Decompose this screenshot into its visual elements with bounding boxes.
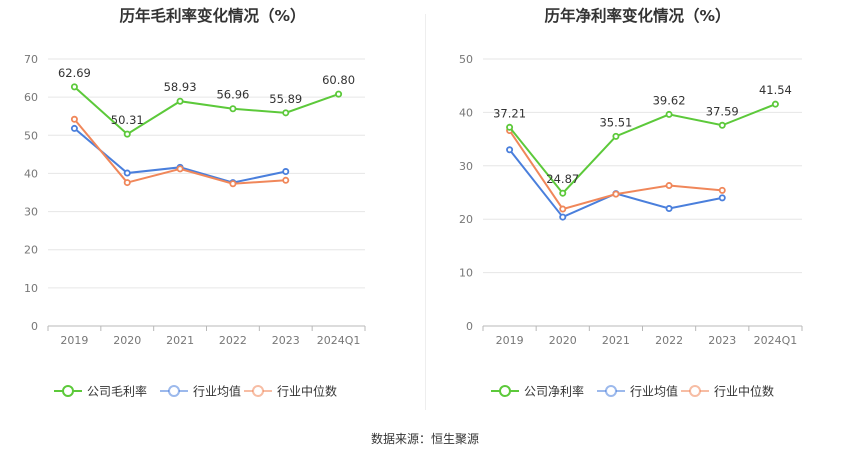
legend-marker: [168, 385, 180, 397]
legend-label: 行业均值: [193, 384, 241, 399]
data-point: [506, 123, 514, 131]
y-tick-label: 0: [466, 320, 473, 333]
data-point: [771, 100, 779, 108]
x-tick-label: 2023: [708, 334, 736, 347]
y-tick-label: 40: [24, 167, 38, 180]
series-line-1: [73, 127, 286, 184]
data-point: [176, 97, 184, 105]
data-label: 50.31: [111, 113, 144, 127]
data-label: 24.87: [546, 172, 579, 186]
data-point: [123, 169, 131, 177]
x-tick-label: 2024Q1: [754, 334, 798, 347]
y-tick-label: 10: [24, 282, 38, 295]
series-line-1: [508, 149, 723, 219]
legend-label: 行业中位数: [277, 384, 337, 399]
series-line-0: [73, 86, 339, 136]
panel-divider: [425, 14, 426, 410]
y-tick-label: 70: [24, 53, 38, 66]
legend-marker: [605, 385, 617, 397]
net-margin-chart: 0 10 20 30 40 50 2019 2020 2021 2022 2023 2024Q1 37.…: [459, 53, 803, 399]
data-point: [282, 109, 290, 117]
data-point: [718, 121, 726, 129]
data-point: [70, 124, 78, 132]
data-source-note: 数据来源：恒生聚源: [370, 432, 479, 446]
y-tick-label: 30: [24, 206, 38, 219]
gross-margin-panel: 历年毛利率变化情况（%） 0 10 20 30 40 50 60 70 2019 2020 2021…: [24, 7, 366, 399]
legend-label: 公司净利率: [524, 384, 584, 399]
y-tick-label: 20: [459, 213, 473, 226]
gross-margin-chart-title: 历年毛利率变化情况（%）: [119, 7, 306, 25]
data-point: [612, 132, 620, 140]
x-tick-label: 2020: [549, 334, 577, 347]
data-point: [559, 213, 567, 221]
data-label: 60.80: [322, 73, 355, 87]
x-tick-label: 2022: [655, 334, 683, 347]
data-point: [229, 105, 237, 113]
data-label: 56.96: [216, 88, 249, 102]
legend-label: 行业均值: [630, 384, 678, 399]
legend-label: 公司毛利率: [87, 384, 147, 399]
data-point: [665, 182, 673, 190]
data-label: 39.62: [653, 93, 686, 107]
y-tick-label: 50: [459, 53, 473, 66]
data-point: [282, 168, 290, 176]
x-tick-label: 2024Q1: [317, 334, 361, 347]
data-label: 37.59: [706, 104, 739, 118]
y-tick-label: 20: [24, 244, 38, 257]
data-point: [612, 190, 620, 198]
legend-marker: [689, 385, 701, 397]
y-tick-label: 50: [24, 129, 38, 142]
data-point: [506, 146, 514, 154]
series-line-2: [73, 118, 286, 185]
x-tick-label: 2023: [272, 334, 300, 347]
data-label: 55.89: [269, 92, 302, 106]
legend-marker: [62, 385, 74, 397]
data-label: 41.54: [759, 83, 792, 97]
y-tick-label: 30: [459, 160, 473, 173]
x-tick-label: 2021: [602, 334, 630, 347]
net-margin-panel: 历年净利率变化情况（%） 0 10 20 30 40 50 2019 2020 2021 2022…: [425, 0, 850, 459]
data-point: [718, 186, 726, 194]
data-point: [176, 165, 184, 173]
data-label: 35.51: [599, 115, 632, 129]
data-point: [335, 90, 343, 98]
data-point: [70, 115, 78, 123]
x-tick-label: 2019: [60, 334, 88, 347]
data-point: [229, 180, 237, 188]
y-tick-label: 0: [31, 320, 38, 333]
net-margin-chart-title: 历年净利率变化情况（%）: [544, 7, 731, 25]
data-point: [718, 194, 726, 202]
legend-marker: [252, 385, 264, 397]
data-point: [665, 110, 673, 118]
y-tick-label: 60: [24, 91, 38, 104]
y-tick-label: 40: [459, 106, 473, 119]
data-label: 62.69: [58, 66, 91, 80]
x-tick-label: 2022: [219, 334, 247, 347]
legend-marker: [499, 385, 511, 397]
gross-margin-chart: 0 10 20 30 40 50 60 70 2019 2020 2021 2022 2023 2024Q…: [24, 53, 366, 399]
data-point: [123, 179, 131, 187]
data-point: [665, 205, 673, 213]
series-line-0: [508, 103, 776, 195]
data-point: [70, 83, 78, 91]
data-label: 58.93: [164, 80, 197, 94]
x-tick-label: 2020: [113, 334, 141, 347]
data-point: [282, 176, 290, 184]
data-point: [559, 189, 567, 197]
data-label: 37.21: [493, 106, 526, 120]
data-point: [559, 205, 567, 213]
y-tick-label: 10: [459, 267, 473, 280]
x-tick-label: 2019: [496, 334, 524, 347]
data-point: [123, 130, 131, 138]
x-tick-label: 2021: [166, 334, 194, 347]
legend-label: 行业中位数: [714, 384, 774, 399]
